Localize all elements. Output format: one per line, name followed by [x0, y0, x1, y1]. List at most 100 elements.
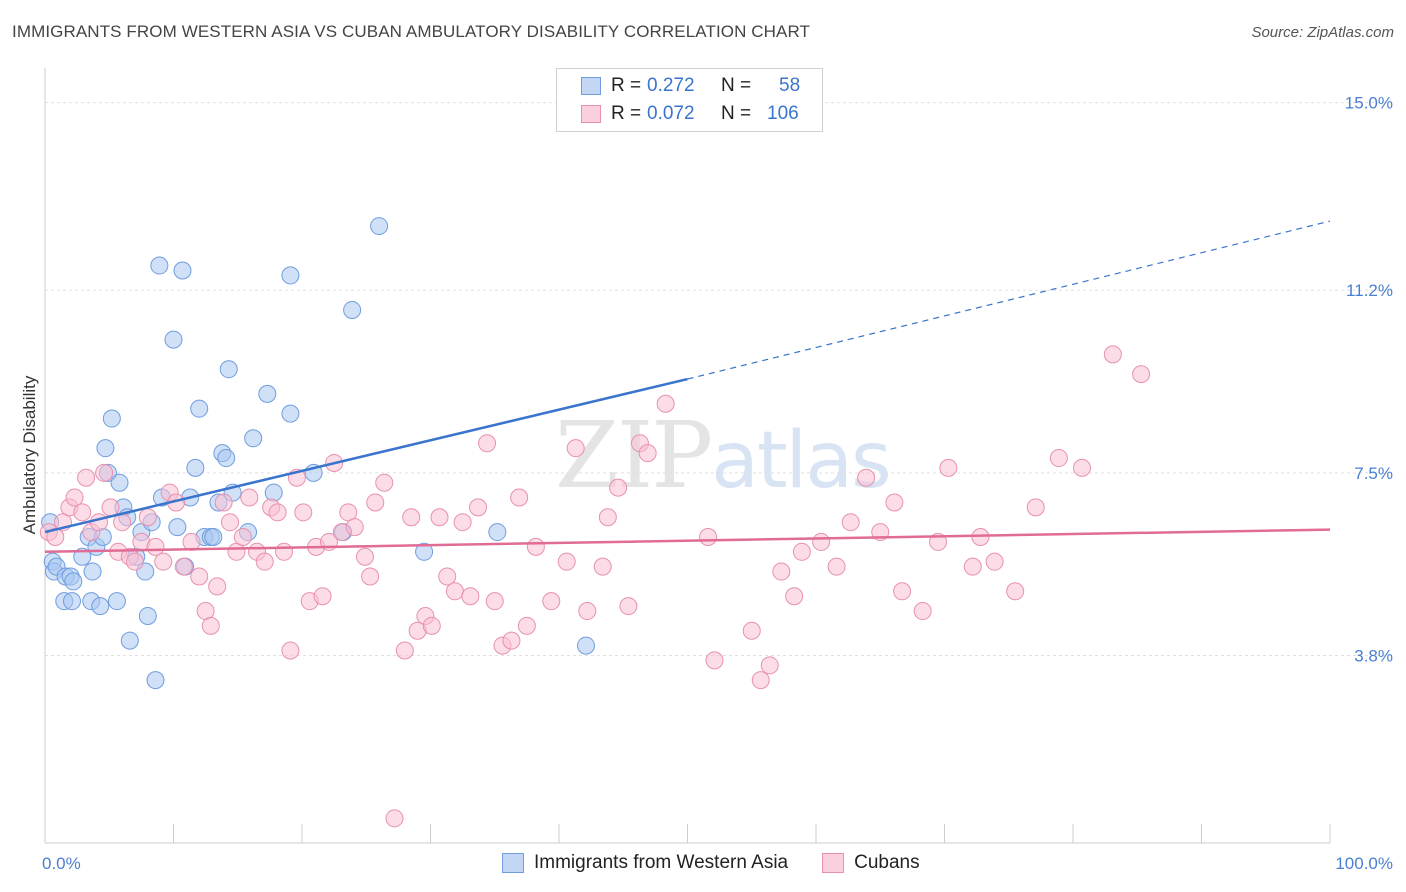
cuban-point: [294, 503, 313, 522]
n-label: N =: [721, 103, 752, 124]
cuban-trend-line: [44, 528, 1331, 554]
chart-title: IMMIGRANTS FROM WESTERN ASIA VS CUBAN AM…: [12, 22, 811, 41]
cuban-point: [89, 513, 108, 532]
cuban-point: [233, 528, 252, 546]
western-asia-point: [186, 458, 205, 477]
r-label: R =: [611, 75, 642, 96]
cuban-point: [885, 493, 904, 512]
western-asia-point: [102, 409, 121, 428]
n-value: 106: [767, 103, 799, 124]
western-asia-point: [168, 518, 187, 537]
western-asia-point: [370, 217, 389, 236]
cuban-point: [461, 587, 480, 606]
cuban-point: [478, 434, 497, 453]
stats-legend-row-cubans: R = 0.072 N = 106: [581, 101, 799, 127]
cuban-point: [502, 631, 521, 650]
cuban-point: [939, 458, 958, 477]
western-asia-point: [73, 547, 92, 566]
y-tick-label: 3.8%: [1354, 646, 1393, 665]
cuban-point: [469, 498, 488, 517]
western-asia-point: [64, 572, 83, 591]
cuban-point: [705, 651, 724, 670]
cuban-point: [453, 513, 472, 532]
cuban-point: [1049, 449, 1068, 468]
cuban-point: [73, 503, 92, 522]
cuban-point: [268, 503, 287, 522]
cuban-point: [792, 542, 811, 561]
y-tick-label: 15.0%: [1345, 94, 1393, 113]
cuban-point: [240, 488, 259, 507]
trend-lines: [44, 220, 1331, 554]
western-asia-point: [281, 404, 300, 423]
western-asia-point: [96, 439, 115, 458]
legend-swatch-cubans: [822, 853, 845, 873]
stats-legend: R = 0.272 N = 58 R = 0.072 N = 106: [556, 68, 823, 132]
western-asia-trend-extension: [687, 220, 1331, 380]
cuban-point: [566, 439, 585, 458]
y-tick-label: 7.5%: [1354, 464, 1393, 483]
cuban-point: [1026, 498, 1045, 517]
n-label: N =: [721, 75, 752, 96]
cuban-point: [526, 537, 545, 556]
western-asia-point: [83, 562, 102, 581]
legend-label-cubans: Cubans: [854, 852, 920, 873]
cuban-point: [355, 547, 374, 566]
series-western-asia: [41, 217, 595, 690]
legend-item-western-asia[interactable]: Immigrants from Western Asia: [502, 852, 788, 874]
y-axis-label: Ambulatory Disability: [20, 375, 39, 535]
cuban-point: [221, 513, 240, 532]
cuban-point: [395, 641, 414, 660]
cuban-point: [893, 582, 912, 601]
legend-item-cubans[interactable]: Cubans: [822, 852, 920, 874]
cuban-point: [255, 552, 274, 571]
western-asia-point: [120, 631, 139, 650]
cuban-point: [742, 621, 761, 640]
watermark: ZIPatlas: [555, 402, 892, 509]
stats-legend-row-western-asia: R = 0.272 N = 58: [581, 73, 800, 99]
cuban-point: [174, 557, 193, 576]
cuban-point: [760, 656, 779, 675]
western-asia-point: [138, 606, 157, 625]
cuban-point: [609, 478, 628, 497]
stats-swatch-cubans: [581, 105, 601, 123]
cuban-point: [430, 508, 449, 527]
cuban-point: [812, 532, 831, 551]
cuban-point: [557, 552, 576, 571]
western-asia-point: [146, 671, 165, 690]
cuban-point: [656, 394, 675, 413]
r-value: 0.072: [647, 103, 695, 124]
cuban-point: [138, 508, 157, 527]
stats-swatch-western-asia: [581, 77, 601, 95]
cuban-point: [146, 537, 165, 556]
series-legend: Immigrants from Western Asia Cubans: [502, 852, 954, 874]
cuban-point: [214, 493, 233, 512]
cuban-point: [1006, 582, 1025, 601]
cuban-point: [510, 488, 529, 507]
cuban-point: [1072, 458, 1091, 477]
cuban-point: [841, 513, 860, 532]
source-label: Source: ZipAtlas.com: [1251, 24, 1394, 41]
western-asia-point: [110, 473, 129, 492]
cuban-point: [339, 503, 358, 522]
cuban-point: [281, 641, 300, 660]
r-value: 0.272: [647, 75, 695, 96]
cuban-point: [593, 557, 612, 576]
western-asia-point: [281, 266, 300, 285]
cuban-point: [154, 552, 173, 571]
cuban-point: [182, 532, 201, 551]
cuban-point: [638, 444, 657, 463]
western-asia-point: [264, 483, 283, 502]
western-asia-point: [244, 429, 263, 448]
cuban-point: [751, 671, 770, 690]
y-tick-label: 11.2%: [1346, 281, 1393, 300]
cuban-point: [65, 488, 84, 507]
cuban-point: [208, 577, 227, 596]
cuban-point: [517, 616, 536, 635]
watermark-atlas: atlas: [711, 416, 891, 506]
legend-label-western-asia: Immigrants from Western Asia: [534, 852, 789, 873]
cuban-point: [913, 602, 932, 621]
western-asia-point: [173, 261, 192, 280]
western-asia-trend-line: [44, 377, 688, 534]
cuban-point: [275, 542, 294, 561]
